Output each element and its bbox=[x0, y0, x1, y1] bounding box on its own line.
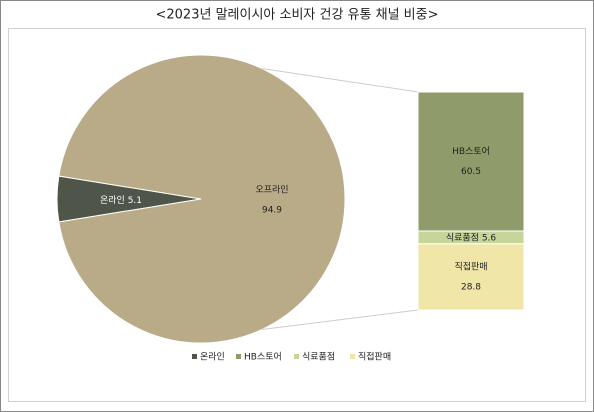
bar-segment bbox=[417, 91, 525, 232]
slice-value: 94.9 bbox=[262, 206, 282, 216]
segment-value: 60.5 bbox=[461, 167, 481, 177]
legend-swatch bbox=[350, 354, 355, 359]
segment-category: HB스토어 bbox=[452, 146, 490, 157]
segment-value: 28.8 bbox=[461, 282, 481, 292]
legend-label: 식료품점 bbox=[302, 351, 335, 363]
connector bbox=[261, 67, 419, 93]
slice-label: 온라인 5.1 bbox=[100, 195, 142, 206]
bar-segment bbox=[417, 243, 525, 311]
slice-category: 오프라인 bbox=[255, 185, 288, 196]
legend-swatch bbox=[236, 354, 241, 359]
plot-frame bbox=[8, 28, 586, 402]
segment-value: 5.6 bbox=[482, 233, 497, 243]
segment-category: 식료품점 bbox=[446, 231, 479, 243]
legend-swatch bbox=[294, 354, 299, 359]
legend-swatch bbox=[192, 354, 197, 359]
pie-slice bbox=[58, 54, 346, 344]
legend-label: HB스토어 bbox=[244, 352, 282, 363]
legend-label: 온라인 bbox=[200, 352, 225, 363]
connector bbox=[261, 309, 419, 331]
slice-category: 온라인 bbox=[100, 195, 125, 206]
segment-category: 직접판매 bbox=[454, 260, 487, 272]
slice-value: 5.1 bbox=[128, 196, 142, 206]
legend-label: 직접판매 bbox=[358, 351, 391, 363]
chart-title: <2023년 말레이시아 소비자 건강 유통 채널 비중> bbox=[156, 8, 439, 23]
segment-label: 식료품점 5.6 bbox=[446, 231, 497, 243]
